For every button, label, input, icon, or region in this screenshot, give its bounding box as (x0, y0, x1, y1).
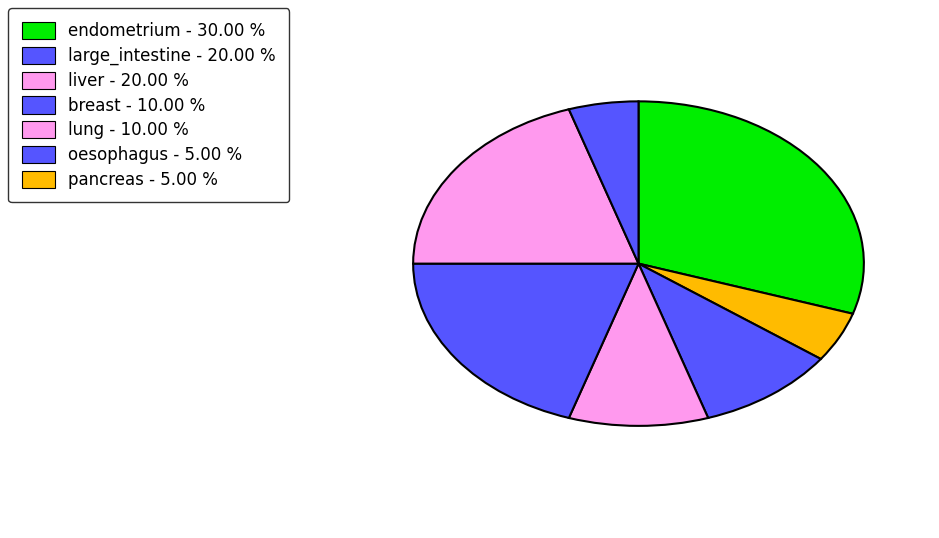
Wedge shape (639, 101, 864, 314)
Wedge shape (569, 264, 708, 426)
Legend: endometrium - 30.00 %, large_intestine - 20.00 %, liver - 20.00 %, breast - 10.0: endometrium - 30.00 %, large_intestine -… (8, 8, 289, 202)
Wedge shape (413, 264, 639, 418)
Wedge shape (639, 264, 853, 359)
Wedge shape (413, 109, 639, 264)
Wedge shape (639, 264, 821, 418)
Wedge shape (569, 101, 639, 264)
